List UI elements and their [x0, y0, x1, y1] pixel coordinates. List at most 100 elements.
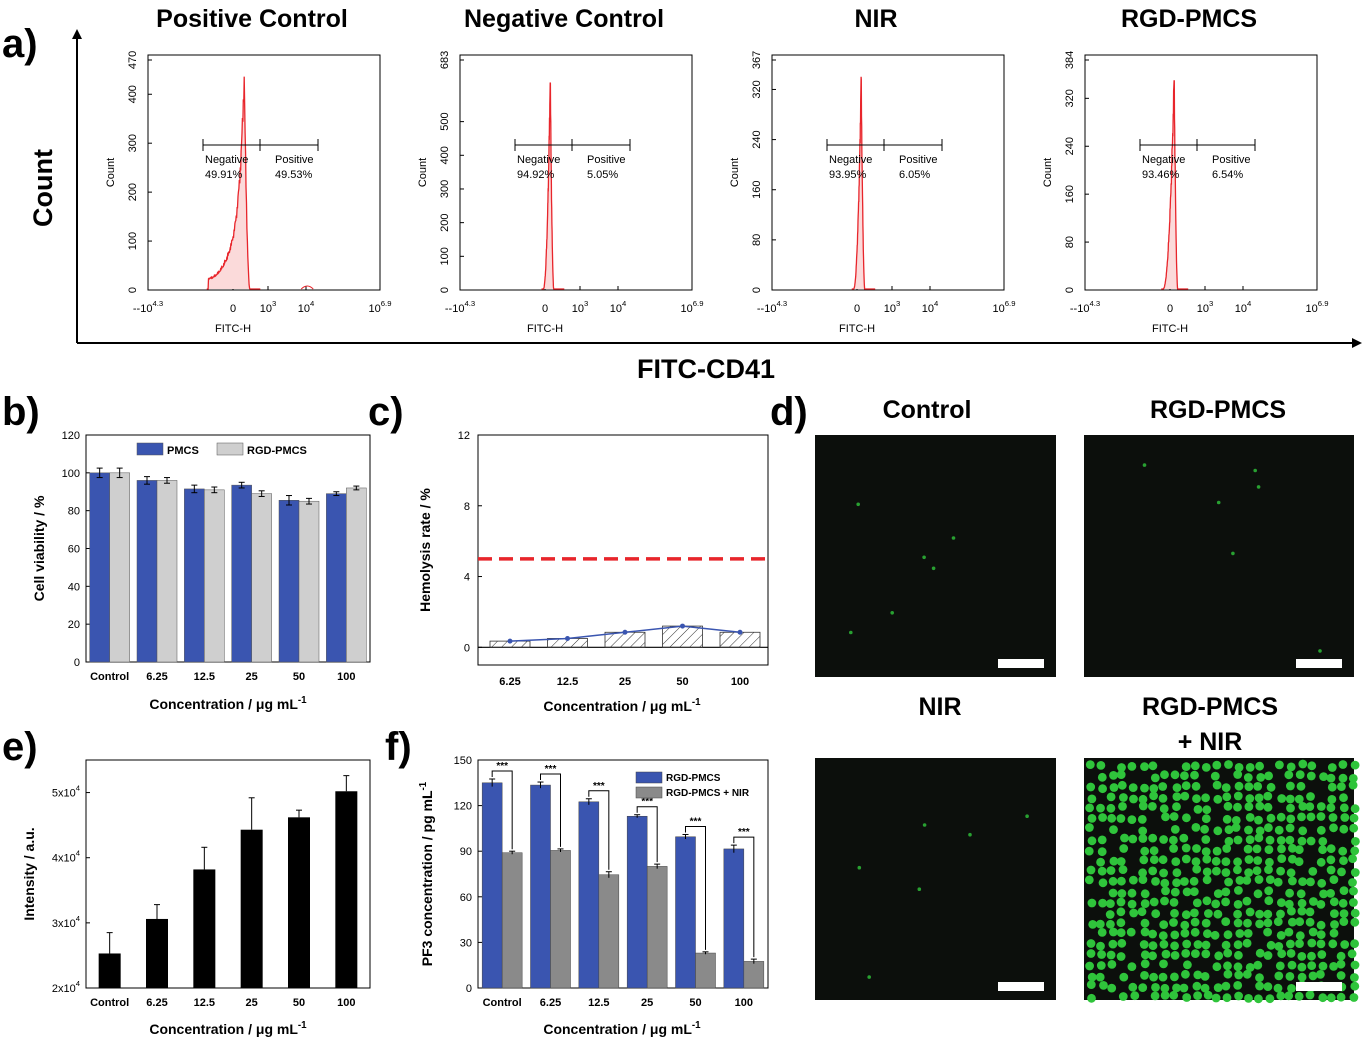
cell-dot: [1097, 950, 1106, 959]
image-title-line2: + NIR: [1178, 728, 1243, 756]
cell-dot: [1307, 761, 1317, 771]
cell-dot: [1097, 847, 1107, 857]
cell-dot: [1172, 802, 1181, 812]
hatched-bar: [662, 625, 703, 648]
significance-bracket: [588, 790, 610, 870]
flow-y-label: Count: [417, 158, 429, 187]
cell-dot: [922, 555, 926, 560]
flow-histogram-fill: [1161, 80, 1189, 289]
cell-dot: [1119, 793, 1128, 802]
cell-dot: [1273, 983, 1283, 993]
cell-dot: [1149, 855, 1159, 865]
cell-dot: [1149, 972, 1158, 982]
cell-dot: [1148, 951, 1157, 961]
cell-dot: [1212, 780, 1222, 790]
cell-dot: [1297, 898, 1307, 908]
cell-dot: [1265, 994, 1275, 1004]
xtick-label: 25: [641, 997, 653, 1009]
cell-dot: [1284, 927, 1294, 937]
bar-PMCS: [184, 488, 205, 663]
cell-dot: [1150, 991, 1160, 1001]
cell-dot: [1233, 909, 1242, 919]
cell-dot: [1284, 899, 1294, 909]
cell-dot: [1097, 772, 1107, 782]
cell-dot: [1085, 823, 1094, 832]
x-axis-label: Concentration / μg mL-1: [543, 697, 701, 714]
cell-dot: [1330, 920, 1339, 929]
cell-dot: [1307, 951, 1316, 961]
cell-dot: [1305, 917, 1315, 927]
cell-dot: [1347, 949, 1357, 959]
cell-dot: [1223, 948, 1233, 958]
cell-dot: [1191, 857, 1201, 867]
ytick-label: 150: [454, 755, 472, 767]
cell-dot: [1350, 973, 1359, 982]
flow-ytick-label: 470: [127, 51, 139, 69]
cell-dot: [1235, 876, 1245, 885]
cell-dot: [1349, 993, 1359, 1002]
cell-dot: [1244, 868, 1253, 877]
ytick-label: 3x104: [52, 914, 81, 930]
cell-dot: [1139, 940, 1149, 949]
cell-dot: [1161, 949, 1171, 959]
xtick-label: Control: [90, 997, 129, 1009]
cell-dot: [1319, 889, 1328, 899]
bar-PMCS: [136, 480, 158, 663]
scale-bar: [998, 659, 1044, 668]
bar-RGD-PMCS: [109, 472, 130, 663]
cell-dot: [1298, 759, 1308, 769]
significance-label: ***: [690, 816, 702, 827]
flow-xtick-label: 103: [884, 299, 901, 315]
legend-label: PMCS: [167, 445, 199, 457]
cell-dot: [1263, 909, 1273, 919]
cell-dot: [1263, 791, 1273, 801]
flow-xtick-label: 106.9: [681, 299, 704, 315]
cell-dot: [1140, 927, 1150, 937]
cell-dot: [1201, 949, 1211, 959]
xtick-label: 6.25: [146, 671, 167, 683]
cell-dot: [1242, 876, 1252, 885]
bar-RGD-PMCS: [723, 848, 745, 989]
flow-frame: [459, 54, 693, 291]
cell-dot: [1149, 784, 1159, 793]
flow-xtick-label: --104.3: [133, 299, 163, 315]
cell-dot: [1284, 770, 1294, 780]
cell-dot: [1273, 917, 1283, 927]
cell-dot: [1138, 983, 1148, 992]
cell-dot: [1350, 981, 1360, 991]
cell-dot: [1216, 500, 1221, 505]
cell-dot: [1210, 771, 1220, 781]
cell-dot: [1138, 826, 1148, 836]
cell-dot: [1086, 949, 1096, 958]
cell-dot: [1351, 837, 1360, 846]
cell-dot: [1202, 805, 1212, 815]
y-axis-label: Cell viability / %: [31, 495, 47, 601]
cell-dot: [1160, 896, 1169, 906]
xtick-label: 100: [337, 671, 355, 683]
cell-dot: [1181, 781, 1191, 791]
image-background: [815, 435, 1056, 677]
cell-dot: [1222, 814, 1232, 824]
cell-dot: [1295, 931, 1305, 941]
cell-dot: [1288, 843, 1297, 853]
flow-gate-pos-label: Positive: [899, 154, 938, 166]
cell-dot: [1118, 802, 1127, 811]
cell-dot: [867, 975, 871, 979]
cell-dot: [1339, 793, 1348, 803]
flow-gate-pos-label: Positive: [275, 154, 314, 166]
cell-dot: [1158, 931, 1168, 941]
cell-dot: [1235, 929, 1245, 938]
flow-frame: [1084, 54, 1318, 291]
cell-dot: [1193, 991, 1202, 1000]
flow-x-label: FITC-H: [527, 323, 563, 335]
cell-dot: [1350, 939, 1359, 949]
cell-dot: [1286, 803, 1295, 813]
cell-dot: [1222, 844, 1232, 853]
cell-dot: [1201, 814, 1211, 824]
cell-dot: [1326, 889, 1335, 898]
flow-ytick-label: 80: [1064, 236, 1076, 248]
cell-dot: [1191, 949, 1200, 958]
cell-dot: [1277, 949, 1287, 959]
hemolysis-point: [507, 638, 513, 644]
cell-dot: [1213, 889, 1223, 898]
